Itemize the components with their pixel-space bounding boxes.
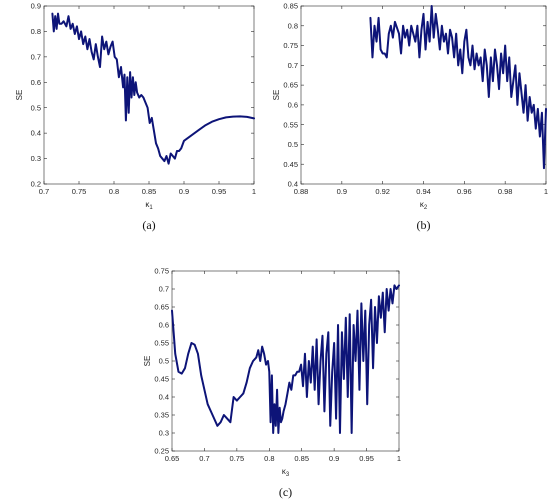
x-axis-label-sub-c: 3: [286, 472, 290, 478]
y-tick-label-b: 0.8: [288, 21, 298, 30]
x-tick-label-b: 0.9: [337, 187, 347, 196]
x-tick-label-a: 0.85: [142, 187, 157, 196]
y-tick-label-c: 0.65: [154, 303, 169, 312]
x-tick-label-c: 0.9: [329, 454, 339, 463]
y-tick-label-c: 0.45: [154, 375, 169, 384]
chart-c: 0.65 0.7 0.75 0.8 0.85 0.9 0.95 1 0.25 0.3 0.35 0.4…: [143, 267, 401, 499]
y-tick-label-c: 0.6: [159, 321, 169, 330]
y-tick-label-c: 0.75: [154, 267, 169, 276]
y-tick-label-c: 0.5: [159, 357, 169, 366]
series-line-c-0: [171, 284, 400, 434]
y-tick-label-c: 0.4: [159, 393, 169, 402]
x-axis-label-b: κ2: [420, 200, 428, 211]
x-axis-label-base-b: κ: [420, 200, 425, 209]
x-axis-label-base-a: κ: [145, 200, 150, 209]
y-tick-label-a: 0.5: [31, 103, 41, 112]
x-tick-label-c: 0.7: [199, 454, 209, 463]
y-tick-label-b: 0.6: [288, 100, 298, 109]
y-tick-label-c: 0.55: [154, 339, 169, 348]
plot-frame-c: [171, 270, 400, 452]
x-tick-label-c: 0.75: [230, 454, 245, 463]
y-tick-label-a: 0.8: [31, 27, 41, 36]
y-tick-label-b: 0.75: [283, 41, 298, 50]
y-tick-label-b: 0.45: [283, 160, 298, 169]
y-tick-label-b: 0.4: [288, 180, 298, 189]
caption-b: (b): [417, 218, 431, 232]
x-tick-label-a: 0.95: [212, 187, 227, 196]
y-axis-label-b: SE: [272, 90, 281, 101]
y-tick-label-c: 0.35: [154, 411, 169, 420]
y-tick-label-a: 0.4: [31, 129, 41, 138]
series-line-b-0: [369, 5, 547, 170]
x-tick-label-a: 0.75: [72, 187, 87, 196]
y-tick-label-b: 0.65: [283, 81, 298, 90]
plot-frame-b: [300, 5, 547, 185]
y-tick-label-b: 0.85: [283, 2, 298, 11]
x-axis-label-c: κ3: [282, 467, 290, 478]
y-tick-label-c: 0.25: [154, 447, 169, 456]
y-tick-label-a: 0.7: [31, 52, 41, 61]
x-axis-label-a: κ1: [145, 200, 153, 211]
x-tick-label-a: 1: [252, 187, 256, 196]
x-tick-label-a: 0.9: [179, 187, 189, 196]
y-axis-label-a: SE: [15, 90, 24, 101]
x-tick-label-b: 0.96: [457, 187, 472, 196]
y-tick-label-b: 0.7: [288, 61, 298, 70]
x-axis-label-base-c: κ: [282, 467, 287, 476]
y-axis-label-c: SE: [143, 356, 152, 367]
y-tick-label-c: 0.7: [159, 285, 169, 294]
y-tick-label-b: 0.55: [283, 120, 298, 129]
x-tick-label-c: 1: [397, 454, 401, 463]
x-tick-label-c: 0.65: [165, 454, 180, 463]
x-tick-label-b: 0.94: [416, 187, 431, 196]
x-tick-label-b: 0.88: [294, 187, 309, 196]
y-tick-label-a: 0.6: [31, 78, 41, 87]
y-tick-label-a: 0.3: [31, 154, 41, 163]
y-tick-label-a: 0.2: [31, 180, 41, 189]
y-tick-label-c: 0.3: [159, 429, 169, 438]
caption-c: (c): [279, 485, 292, 499]
x-axis-label-sub-a: 1: [149, 205, 153, 211]
chart-a: 0.7 0.75 0.8 0.85 0.9 0.95 1 0.2 0.3 0.4 0.5 0.6 0.7…: [15, 2, 256, 232]
y-tick-label-b: 0.5: [288, 140, 298, 149]
x-tick-label-b: 1: [544, 187, 548, 196]
chart-b: 0.88 0.9 0.92 0.94 0.96 0.98 1 0.4 0.45 0.5 0.55 0.…: [272, 2, 548, 232]
x-tick-label-c: 0.95: [359, 454, 374, 463]
y-tick-label-a: 0.9: [31, 2, 41, 11]
series-line-a-0: [51, 12, 255, 165]
caption-a: (a): [142, 218, 155, 232]
x-tick-label-b: 0.98: [498, 187, 513, 196]
x-tick-label-c: 0.8: [264, 454, 274, 463]
x-tick-label-c: 0.85: [294, 454, 309, 463]
x-tick-label-a: 0.8: [109, 187, 119, 196]
x-tick-label-a: 0.7: [39, 187, 49, 196]
x-tick-label-b: 0.92: [375, 187, 390, 196]
x-axis-label-sub-b: 2: [424, 205, 428, 211]
